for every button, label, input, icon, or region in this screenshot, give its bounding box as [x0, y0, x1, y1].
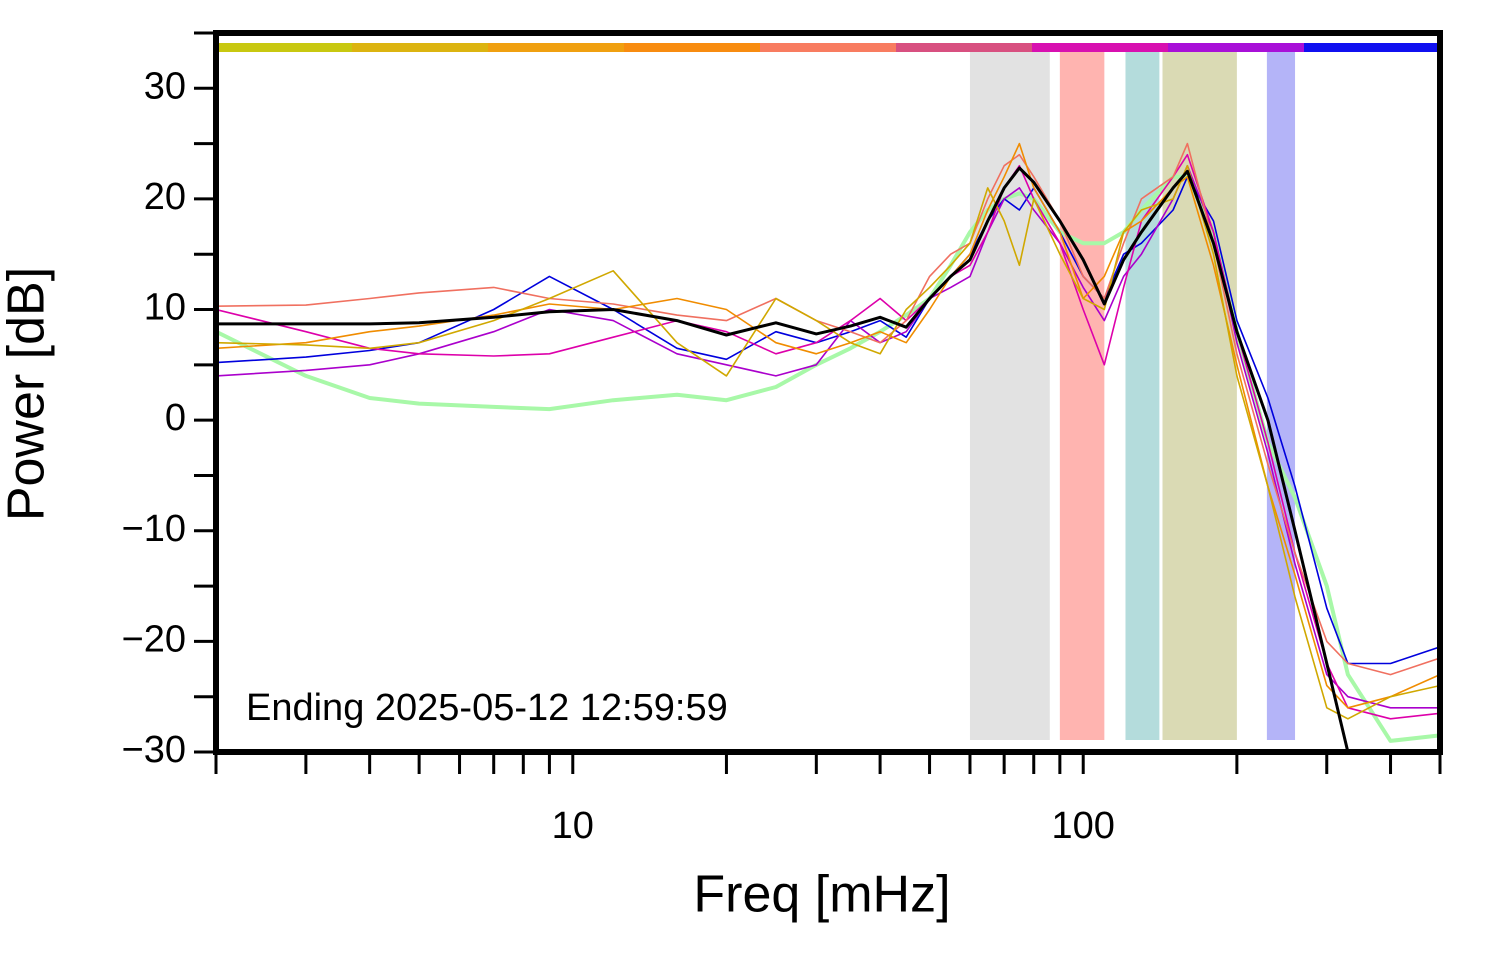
period-bar	[1168, 43, 1304, 52]
series-line	[216, 174, 1440, 743]
y-tick-label: −10	[122, 508, 186, 550]
frequency-band	[1059, 52, 1105, 740]
y-tick-label: 0	[165, 397, 186, 439]
period-bar	[352, 43, 488, 52]
period-bar	[760, 43, 896, 52]
period-bar	[488, 43, 624, 52]
annotation: Ending 2025-05-12 12:59:59	[246, 687, 728, 729]
series-line	[216, 176, 1440, 665]
frequency-band	[969, 52, 1050, 740]
frequency-band	[1266, 52, 1296, 740]
frequency-band	[1162, 52, 1237, 740]
y-tick-label: 30	[144, 65, 186, 107]
plot-frame	[213, 30, 1443, 755]
y-axis-title: Power [dB]	[0, 267, 56, 521]
x-tick-label: 100	[1052, 805, 1115, 847]
x-axis-title: Freq [mHz]	[693, 866, 950, 924]
series-line	[216, 142, 1440, 676]
y-tick-label: 20	[144, 176, 186, 218]
series-line	[216, 164, 1440, 709]
y-tick-label: 10	[144, 287, 186, 329]
period-bar	[1304, 43, 1440, 52]
y-tick-label: −20	[122, 618, 186, 660]
series-line	[216, 166, 1350, 752]
y-tick-label: −30	[122, 729, 186, 771]
period-bar	[624, 43, 760, 52]
period-bar	[1032, 43, 1168, 52]
frequency-band	[1125, 52, 1160, 740]
period-bar	[896, 43, 1032, 52]
series-line	[216, 153, 1440, 720]
period-bar	[216, 43, 352, 52]
x-tick-label: 10	[552, 805, 594, 847]
